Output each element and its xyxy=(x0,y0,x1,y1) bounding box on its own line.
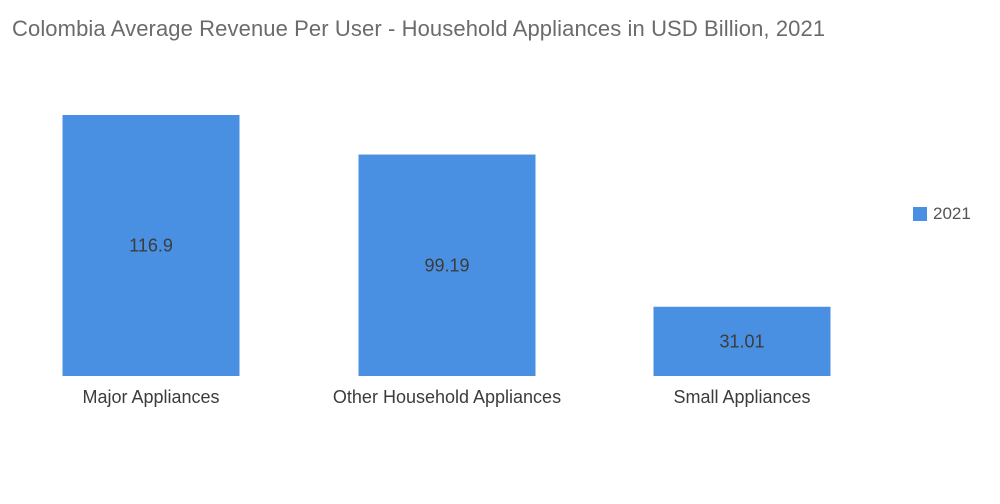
x-tick-label: Other Household Appliances xyxy=(333,387,561,407)
legend-label: 2021 xyxy=(933,204,971,223)
x-tick-label: Small Appliances xyxy=(673,387,810,407)
bar-value-label: 31.01 xyxy=(719,331,764,351)
bar-value-label: 99.19 xyxy=(424,255,469,275)
bar-other-household-appliances xyxy=(358,154,536,376)
bar-value-label: 116.9 xyxy=(129,236,173,256)
x-tick-label: Major Appliances xyxy=(82,387,219,407)
bar-small-appliances xyxy=(653,306,831,376)
bar-major-appliances xyxy=(62,115,240,376)
legend: 2021 xyxy=(913,204,971,224)
chart-title: Colombia Average Revenue Per User - Hous… xyxy=(12,16,826,41)
legend-swatch xyxy=(913,207,927,221)
